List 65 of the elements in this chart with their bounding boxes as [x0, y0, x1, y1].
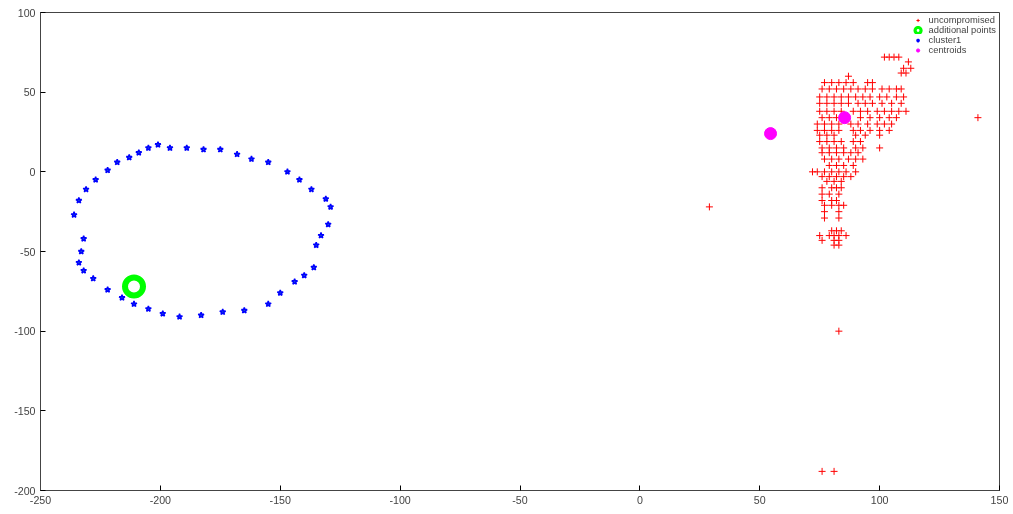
y-tick-label: -200: [14, 484, 36, 497]
y-tick-label: 100: [17, 6, 36, 19]
point: [159, 309, 167, 317]
point: [219, 308, 227, 316]
point: [199, 145, 208, 153]
point: [154, 141, 162, 148]
legend-label: cluster1: [928, 35, 962, 45]
legend-label: uncompromised: [928, 15, 995, 25]
point: [240, 306, 248, 314]
x-tick-label: -150: [269, 493, 291, 506]
point: [216, 145, 224, 153]
y-tick-label: -150: [14, 404, 36, 417]
y-tick-label: 50: [23, 86, 36, 99]
point: [92, 176, 100, 183]
point: [264, 300, 272, 308]
point: [166, 144, 174, 152]
point: [144, 144, 152, 152]
x-tick-label: -100: [389, 493, 411, 506]
point: [80, 235, 88, 242]
legend-label: centroids: [928, 45, 967, 55]
x-tick-label: -200: [149, 493, 172, 506]
point: [130, 300, 138, 308]
x-tick-label: 150: [990, 493, 1009, 506]
point: [312, 241, 320, 249]
point: [175, 313, 184, 320]
point: [135, 148, 143, 156]
point: [295, 176, 304, 183]
point: [322, 195, 330, 203]
point: [310, 263, 318, 271]
x-tick-label: 100: [870, 493, 889, 506]
point: [125, 153, 133, 161]
point: [233, 150, 241, 158]
x-tick-label: -50: [512, 493, 528, 506]
point: [276, 289, 284, 297]
point: [324, 220, 332, 228]
point: [183, 144, 191, 152]
x-tick-label: 0: [636, 493, 643, 506]
point: [144, 305, 152, 313]
point: [122, 274, 146, 299]
legend-label: additional points: [928, 25, 996, 35]
point: [89, 274, 97, 282]
y-tick-label: 0: [29, 165, 36, 178]
point: [113, 158, 121, 166]
point: [283, 168, 292, 176]
point: [317, 231, 325, 239]
point: [247, 155, 256, 163]
point: [326, 203, 335, 211]
point: [291, 278, 299, 285]
point: [70, 211, 78, 219]
point: [82, 185, 90, 193]
y-tick-label: -50: [20, 245, 36, 258]
point: [75, 196, 83, 204]
point: [77, 247, 85, 255]
point: [104, 285, 112, 293]
point: [75, 258, 83, 266]
point: [104, 166, 112, 174]
y-tick-label: -100: [14, 325, 36, 338]
point: [264, 158, 272, 166]
point: [118, 293, 126, 301]
point: [307, 185, 316, 193]
point: [838, 111, 852, 125]
point: [764, 127, 778, 141]
point: [300, 271, 308, 279]
point: [80, 266, 88, 274]
x-tick-label: 50: [753, 493, 766, 506]
